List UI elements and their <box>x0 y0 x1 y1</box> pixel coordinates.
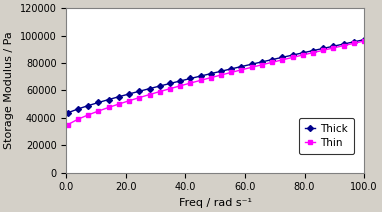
Thin <box>188 82 193 84</box>
Thin <box>76 118 80 120</box>
Thin <box>147 93 152 96</box>
Thick <box>249 63 254 66</box>
Thick <box>96 101 101 104</box>
Line: Thick: Thick <box>66 38 366 115</box>
Thin <box>280 59 285 61</box>
X-axis label: Freq / rad s⁻¹: Freq / rad s⁻¹ <box>179 198 252 208</box>
Thick <box>137 90 142 92</box>
Thick <box>198 75 203 77</box>
Thick <box>117 95 121 98</box>
Thick <box>280 56 285 59</box>
Thick <box>229 68 233 70</box>
Thick <box>270 58 274 61</box>
Thin <box>331 47 336 49</box>
Thin <box>157 90 162 93</box>
Thin <box>178 85 183 87</box>
Thin <box>311 51 315 54</box>
Thin <box>198 79 203 82</box>
Thin <box>342 44 346 47</box>
Thin <box>239 68 244 71</box>
Thick <box>331 45 336 47</box>
Thick <box>66 112 70 114</box>
Thick <box>168 82 172 85</box>
Y-axis label: Storage Modulus / Pa: Storage Modulus / Pa <box>4 32 14 149</box>
Thick <box>301 52 305 54</box>
Thick <box>76 108 80 110</box>
Thin <box>127 99 131 102</box>
Thin <box>260 64 264 66</box>
Thin <box>117 103 121 105</box>
Thin <box>351 42 356 45</box>
Thick <box>219 70 223 73</box>
Thin <box>270 61 274 64</box>
Thick <box>106 98 111 101</box>
Legend: Thick, Thin: Thick, Thin <box>299 117 354 154</box>
Thin <box>219 74 223 76</box>
Thick <box>239 65 244 68</box>
Thin <box>301 54 305 56</box>
Thick <box>188 77 193 80</box>
Thick <box>260 61 264 63</box>
Thick <box>86 104 91 107</box>
Thin <box>96 110 101 112</box>
Thin <box>209 76 213 79</box>
Thick <box>209 72 213 75</box>
Thin <box>168 87 172 90</box>
Thick <box>342 43 346 45</box>
Thick <box>351 40 356 43</box>
Thin <box>321 49 325 52</box>
Thick <box>311 49 315 52</box>
Thick <box>147 87 152 90</box>
Thin <box>362 40 366 42</box>
Thick <box>290 54 295 56</box>
Thin <box>137 96 142 99</box>
Thick <box>178 80 183 82</box>
Line: Thin: Thin <box>66 39 366 127</box>
Thick <box>321 47 325 50</box>
Thin <box>86 114 91 116</box>
Thin <box>249 66 254 68</box>
Thin <box>106 106 111 109</box>
Thick <box>127 93 131 95</box>
Thin <box>229 71 233 74</box>
Thin <box>290 56 295 59</box>
Thin <box>66 123 70 126</box>
Thick <box>362 38 366 41</box>
Thick <box>157 85 162 87</box>
